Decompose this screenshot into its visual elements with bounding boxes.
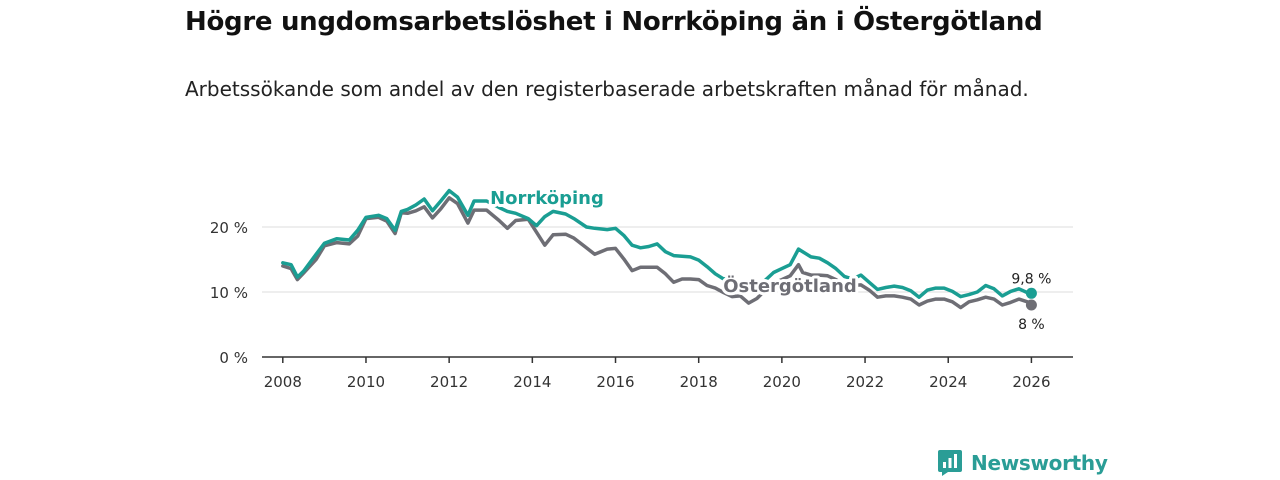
end-point-ostergotland[interactable] [1025,299,1037,311]
x-tick-label: 2016 [596,373,634,391]
series-label-norrkoping: Norrköping [490,188,604,209]
x-tick-label: 2022 [846,373,884,391]
x-tick-label: 2018 [680,373,718,391]
chart-title: Högre ungdomsarbetslöshet i Norrköping ä… [185,7,1043,37]
y-tick-label: 20 % [210,219,248,237]
brand-name: Newsworthy [971,451,1108,475]
end-point-norrkoping[interactable] [1025,287,1037,299]
x-tick-label: 2024 [929,373,967,391]
newsworthy-logo-icon [938,450,962,476]
newsworthy-logo[interactable]: Newsworthy [937,448,1108,478]
x-tick-label: 2020 [763,373,801,391]
x-tick-label: 2010 [347,373,385,391]
y-tick-label: 10 % [210,284,248,302]
chart-subtitle: Arbetssökande som andel av den registerb… [185,77,1029,101]
x-tick-label: 2012 [430,373,468,391]
y-tick-label: 0 % [219,349,248,367]
series-label-ostergotland: Östergötland [723,275,857,297]
series-line-norrkoping[interactable] [281,188,1034,299]
end-label-norrkoping: 9,8 % [1011,271,1051,287]
x-tick-label: 2014 [513,373,551,391]
series-line-ostergotland[interactable] [281,196,1034,310]
x-tick-label: 2026 [1012,373,1050,391]
x-tick-label: 2008 [264,373,302,391]
end-label-ostergotland: 8 % [1018,317,1045,333]
